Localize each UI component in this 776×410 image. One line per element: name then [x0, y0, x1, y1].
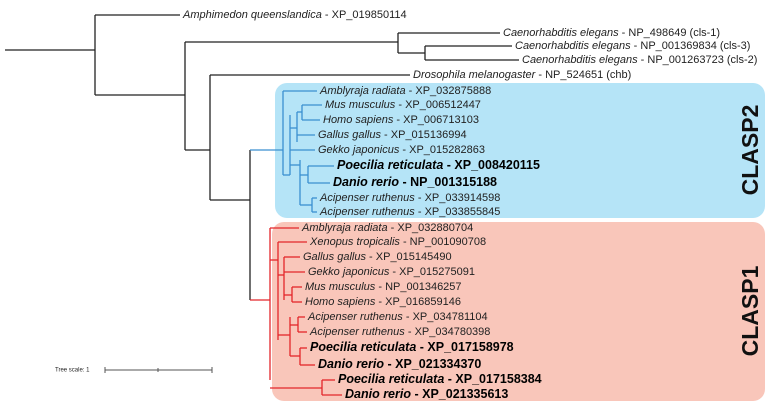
- species: Caenorhabditis elegans: [515, 40, 631, 52]
- accession: - XP_021334370: [387, 357, 481, 371]
- leaf-label: Amblyraja radiata - XP_032875888: [319, 85, 491, 97]
- leaf-label: Poecilia reticulata - XP_017158978: [310, 340, 514, 354]
- species: Gekko japonicus: [318, 144, 400, 156]
- accession: - XP_034781104: [406, 311, 488, 323]
- accession: - XP_032880704: [391, 222, 474, 234]
- accession: - XP_008420115: [447, 158, 540, 172]
- leaf-labels: Amphimedon queenslandica - XP_019850114 C…: [182, 9, 757, 401]
- accession: - NP_001090708: [403, 236, 486, 248]
- species: Homo sapiens: [305, 296, 376, 308]
- species: Caenorhabditis elegans: [503, 27, 619, 39]
- leaf-label: Caenorhabditis elegans - NP_001369834 (c…: [515, 40, 750, 52]
- accession: - XP_015282863: [402, 144, 485, 156]
- accession: - XP_006512447: [398, 99, 481, 111]
- species: Danio rerio: [318, 357, 384, 371]
- species: Danio rerio: [345, 387, 411, 401]
- tree-scale-label: Tree scale: 1: [55, 368, 90, 374]
- leaf-label: Amphimedon queenslandica - XP_019850114: [182, 9, 407, 21]
- species: Poecilia reticulata: [338, 372, 444, 386]
- species: Poecilia reticulata: [337, 158, 443, 172]
- species: Xenopus tropicalis: [309, 236, 400, 248]
- accession: - XP_016859146: [378, 296, 461, 308]
- accession: - NP_524651 (chb): [538, 69, 631, 81]
- species: Homo sapiens: [323, 114, 394, 126]
- accession: - NP_001369834 (cls-3): [634, 40, 751, 52]
- group-label: CLASP1: [737, 265, 763, 356]
- accession: - XP_017158978: [420, 340, 514, 354]
- leaf-label: Caenorhabditis elegans - NP_498649 (cls-…: [503, 27, 720, 39]
- accession: - NP_001346257: [378, 281, 461, 293]
- leaf-label: Amblyraja radiata - XP_032880704: [301, 222, 473, 234]
- group-label: CLASP2: [737, 105, 763, 196]
- species: Gekko japonicus: [308, 266, 390, 278]
- clasp1-box: [272, 222, 765, 401]
- species: Acipenser ruthenus: [319, 192, 415, 204]
- leaf-label: Gallus gallus - XP_015136994: [318, 129, 467, 141]
- accession: - XP_033914598: [418, 192, 501, 204]
- species: Amphimedon queenslandica: [182, 9, 322, 21]
- leaf-label: Drosophila melanogaster - NP_524651 (chb…: [413, 69, 631, 81]
- leaf-label: Gekko japonicus - XP_015275091: [308, 266, 475, 278]
- species: Mus musculus: [305, 281, 376, 293]
- accession: - NP_001263723 (cls-2): [641, 54, 758, 66]
- clasp2-box: [275, 83, 765, 218]
- accession: - NP_498649 (cls-1): [622, 27, 720, 39]
- leaf-label: Acipenser ruthenus - XP_034781104: [307, 311, 488, 323]
- leaf-label: Homo sapiens - XP_006713103: [323, 114, 479, 126]
- accession: - XP_019850114: [325, 9, 407, 21]
- species: Acipenser ruthenus: [309, 326, 405, 338]
- clasp1-branches: [269, 228, 323, 395]
- accession: - XP_034780398: [408, 326, 491, 338]
- tree-branches: [5, 14, 519, 301]
- leaf-label: Mus musculus - XP_006512447: [325, 99, 481, 111]
- species: Gallus gallus: [303, 251, 366, 263]
- clasp2-branches: [282, 91, 313, 212]
- accession: - NP_001315188: [402, 175, 497, 189]
- species: Poecilia reticulata: [310, 340, 416, 354]
- leaf-label: Mus musculus - NP_001346257: [305, 281, 462, 293]
- leaf-label: Acipenser ruthenus - XP_033855845: [319, 206, 500, 218]
- leaf-label: Danio rerio - XP_021334370: [318, 357, 481, 371]
- leaf-label: Acipenser ruthenus - XP_034780398: [309, 326, 490, 338]
- leaf-label: Danio rerio - NP_001315188: [333, 175, 497, 189]
- leaf-label: Caenorhabditis elegans - NP_001263723 (c…: [522, 54, 757, 66]
- species: Amblyraja radiata: [301, 222, 388, 234]
- leaf-label: Gekko japonicus - XP_015282863: [318, 144, 485, 156]
- accession: - XP_015136994: [384, 129, 467, 141]
- species: Drosophila melanogaster: [413, 69, 537, 81]
- accession: - XP_032875888: [409, 85, 492, 97]
- species: Danio rerio: [333, 175, 399, 189]
- leaf-label: Xenopus tropicalis - NP_001090708: [309, 236, 486, 248]
- species: Acipenser ruthenus: [307, 311, 403, 323]
- accession: - XP_017158384: [448, 372, 542, 386]
- species: Gallus gallus: [318, 129, 381, 141]
- accession: - XP_021335613: [414, 387, 508, 401]
- species: Acipenser ruthenus: [319, 206, 415, 218]
- leaf-label: Danio rerio - XP_021335613: [345, 387, 508, 401]
- species: Mus musculus: [325, 99, 396, 111]
- tree-scale: [104, 367, 213, 373]
- accession: - XP_015145490: [369, 251, 452, 263]
- leaf-label: Poecilia reticulata - XP_008420115: [337, 158, 540, 172]
- leaf-label: Gallus gallus - XP_015145490: [303, 251, 452, 263]
- leaf-label: Acipenser ruthenus - XP_033914598: [319, 192, 500, 204]
- leaf-label: Homo sapiens - XP_016859146: [305, 296, 461, 308]
- species: Caenorhabditis elegans: [522, 54, 638, 66]
- species: Amblyraja radiata: [319, 85, 406, 97]
- leaf-label: Poecilia reticulata - XP_017158384: [338, 372, 542, 386]
- accession: - XP_015275091: [392, 266, 475, 278]
- accession: - XP_006713103: [396, 114, 479, 126]
- accession: - XP_033855845: [418, 206, 501, 218]
